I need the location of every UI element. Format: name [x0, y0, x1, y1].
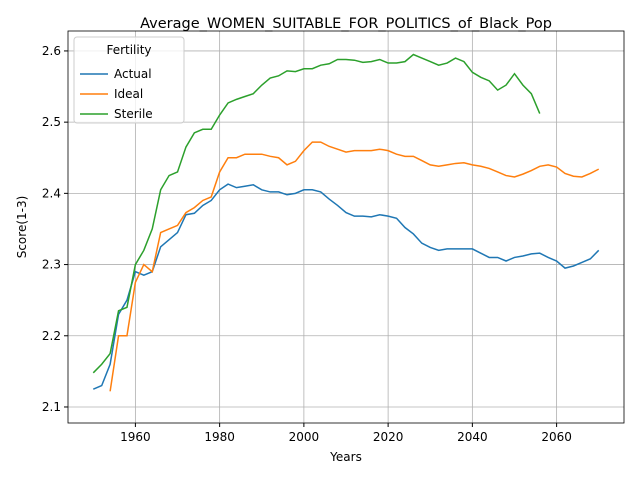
legend-title: Fertility	[106, 43, 151, 57]
series-line	[92, 53, 541, 374]
x-tick-label: 2000	[289, 430, 320, 444]
legend: Fertility Actual Ideal Sterile	[73, 36, 185, 124]
x-tick-label: 1960	[120, 430, 151, 444]
x-axis-label: Years	[329, 450, 362, 464]
y-tick-label: 2.5	[42, 115, 61, 129]
legend-box	[73, 36, 185, 124]
series-line	[109, 141, 600, 392]
y-tick-label: 2.1	[42, 400, 61, 414]
x-tick-label: 2060	[541, 430, 572, 444]
legend-label: Actual	[114, 67, 152, 81]
chart-title: Average_WOMEN_SUITABLE_FOR_POLITICS_of_B…	[140, 16, 552, 32]
legend-label: Ideal	[114, 87, 143, 101]
y-axis-label: Score(1-3)	[15, 196, 29, 259]
x-tick-label: 1980	[204, 430, 235, 444]
x-tick-label: 2040	[457, 430, 488, 444]
series-line	[92, 183, 600, 390]
y-tick-label: 2.4	[42, 186, 61, 200]
x-tick-label: 2020	[373, 430, 404, 444]
y-tick-label: 2.6	[42, 44, 61, 58]
plot-frame	[67, 30, 625, 424]
y-tick-label: 2.2	[42, 329, 61, 343]
legend-label: Sterile	[114, 107, 153, 121]
y-tick-label: 2.3	[42, 258, 61, 272]
